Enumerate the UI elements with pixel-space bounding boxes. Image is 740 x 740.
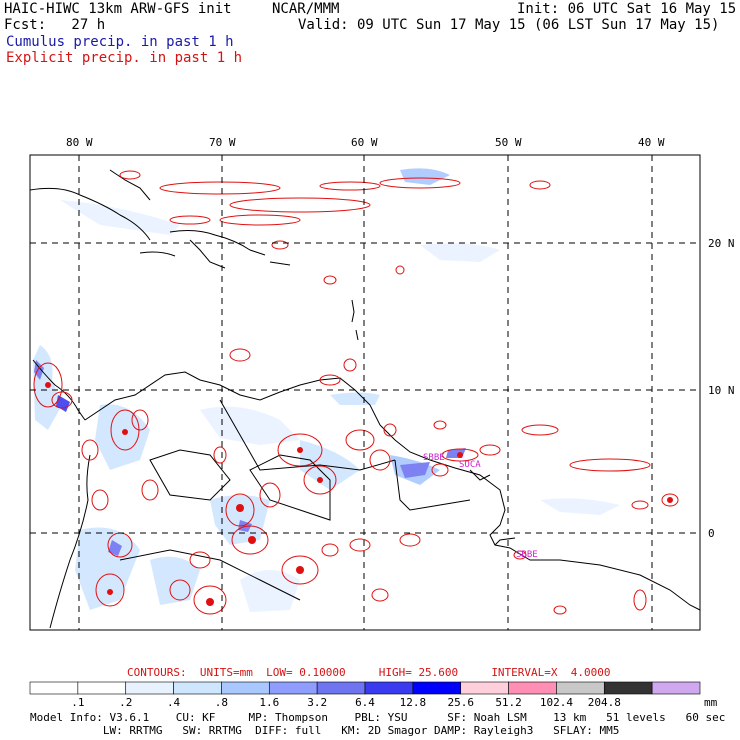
colorbar-swatch [77,681,127,695]
colorbar-tick-label: .1 [71,696,84,709]
lon-label-60w: 60 W [351,136,378,149]
lon-label-80w: 80 W [66,136,93,149]
contours-high: HIGH= 25.600 [378,666,459,679]
explicit-legend: Explicit precip. in past 1 h [6,50,243,66]
colorbar-tick-label: 51.2 [495,696,522,709]
colorbar-tick-label: 12.8 [400,696,427,709]
lat-lon-grid [30,155,700,630]
colorbar-swatch [125,681,174,695]
colorbar-tick-label: 3.2 [307,696,327,709]
explicit-precip-contours [33,170,679,615]
forecast-hour: Fcst: 27 h [4,17,106,33]
model-info-line1: Model Info: V3.6.1 CU: KF MP: Thompson P… [30,711,726,724]
colorbar-tick-label: 25.6 [447,696,474,709]
colorbar-swatch [651,681,701,695]
colorbar-tick-label: 102.4 [540,696,573,709]
colorbar-swatch [460,681,509,695]
colorbar-swatch [268,681,318,695]
cumulus-legend: Cumulus precip. in past 1 h [6,34,234,50]
station-label: SOCA [459,460,481,470]
colorbar-swatch [364,681,414,695]
lon-label-70w: 70 W [209,136,236,149]
init-time: Init: 06 UTC Sat 16 May 15 [517,1,737,17]
lon-label-50w: 50 W [495,136,522,149]
contours-interval: INTERVAL=X 4.0000 [491,666,611,679]
colorbar-tick-label: 6.4 [355,696,375,709]
colorbar-swatch [221,681,270,695]
colorbar-tick-label: .2 [119,696,132,709]
colorbar-tick-label: 1.6 [259,696,279,709]
lat-label-0: 0 [708,527,715,540]
colorbar-swatch [29,681,79,695]
colorbar-swatch [412,681,462,695]
heavy-precip-cells [45,382,673,606]
station-label: SBBE [516,550,538,560]
model-title: HAIC-HIWC 13km ARW-GFS init [4,1,232,17]
lat-label-10n: 10 N [708,384,735,397]
colorbar-units: mm [704,696,718,709]
colorbar: .1 .2 .4 .8 1.6 3.2 6.4 12.8 25.6 51.2 102.4 204.8 [29,681,701,709]
contours-units: UNITS=mm [199,666,253,679]
valid-time: Valid: 09 UTC Sun 17 May 15 (06 LST Sun … [298,17,720,33]
colorbar-swatch [316,681,366,695]
colorbar-tick-label: .4 [167,696,181,709]
colorbar-swatch [173,681,222,695]
station-label: SBBE [423,453,445,463]
coastlines [29,169,701,629]
contours-low: LOW= 0.10000 [266,666,346,679]
lat-label-20n: 20 N [708,237,735,250]
colorbar-tick-label: 204.8 [588,696,621,709]
colorbar-swatch [508,681,557,695]
model-info-line2: LW: RRTMG SW: RRTMG DIFF: full KM: 2D Sm… [30,724,620,737]
map-frame [29,154,701,631]
lon-label-40w: 40 W [638,136,665,149]
contours-info: CONTOURS: UNITS=mm LOW= 0.10000 HIGH= 25… [127,666,611,679]
colorbar-swatch [603,681,653,695]
colorbar-tick-label: .8 [215,696,228,709]
org-label: NCAR/MMM [272,1,340,17]
contours-label: CONTOURS: [127,666,187,679]
colorbar-swatch [556,681,605,695]
